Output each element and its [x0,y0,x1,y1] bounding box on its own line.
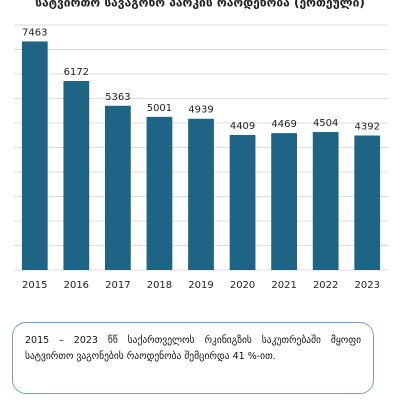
note-box: 2015 – 2023 წწ საქართველოს რკინიგზის საკ… [12,322,374,394]
value-label: 5363 [105,92,130,103]
chart: სატვირთო სავაგონო პარკის რაოდენობა (ერთე… [14,0,388,291]
value-label: 4939 [188,105,213,116]
x-tick-label: 2021 [271,280,296,291]
value-label: 5001 [147,103,172,114]
x-tick-label: 2022 [313,280,338,291]
value-label: 7463 [22,27,47,38]
bar [312,132,339,270]
x-tick-label: 2018 [147,280,172,291]
value-label: 4409 [230,121,255,132]
value-label: 4469 [271,119,296,130]
bar [229,134,256,270]
x-tick-label: 2020 [230,280,255,291]
x-tick-label: 2019 [188,280,213,291]
chart-title: სატვირთო სავაგონო პარკის რაოდენობა (ერთე… [35,0,365,10]
bar [63,80,90,270]
bar [105,105,131,271]
bar [188,118,214,270]
bar [146,116,173,270]
bar [354,135,381,270]
value-label: 6172 [64,67,89,78]
x-tick-label: 2017 [105,280,130,291]
bar [21,41,48,271]
value-label: 4504 [313,118,338,129]
x-tick-label: 2023 [354,280,379,291]
value-label: 4392 [354,121,379,132]
bar [271,133,297,270]
x-tick-label: 2016 [64,280,89,291]
x-tick-label: 2015 [22,280,47,291]
